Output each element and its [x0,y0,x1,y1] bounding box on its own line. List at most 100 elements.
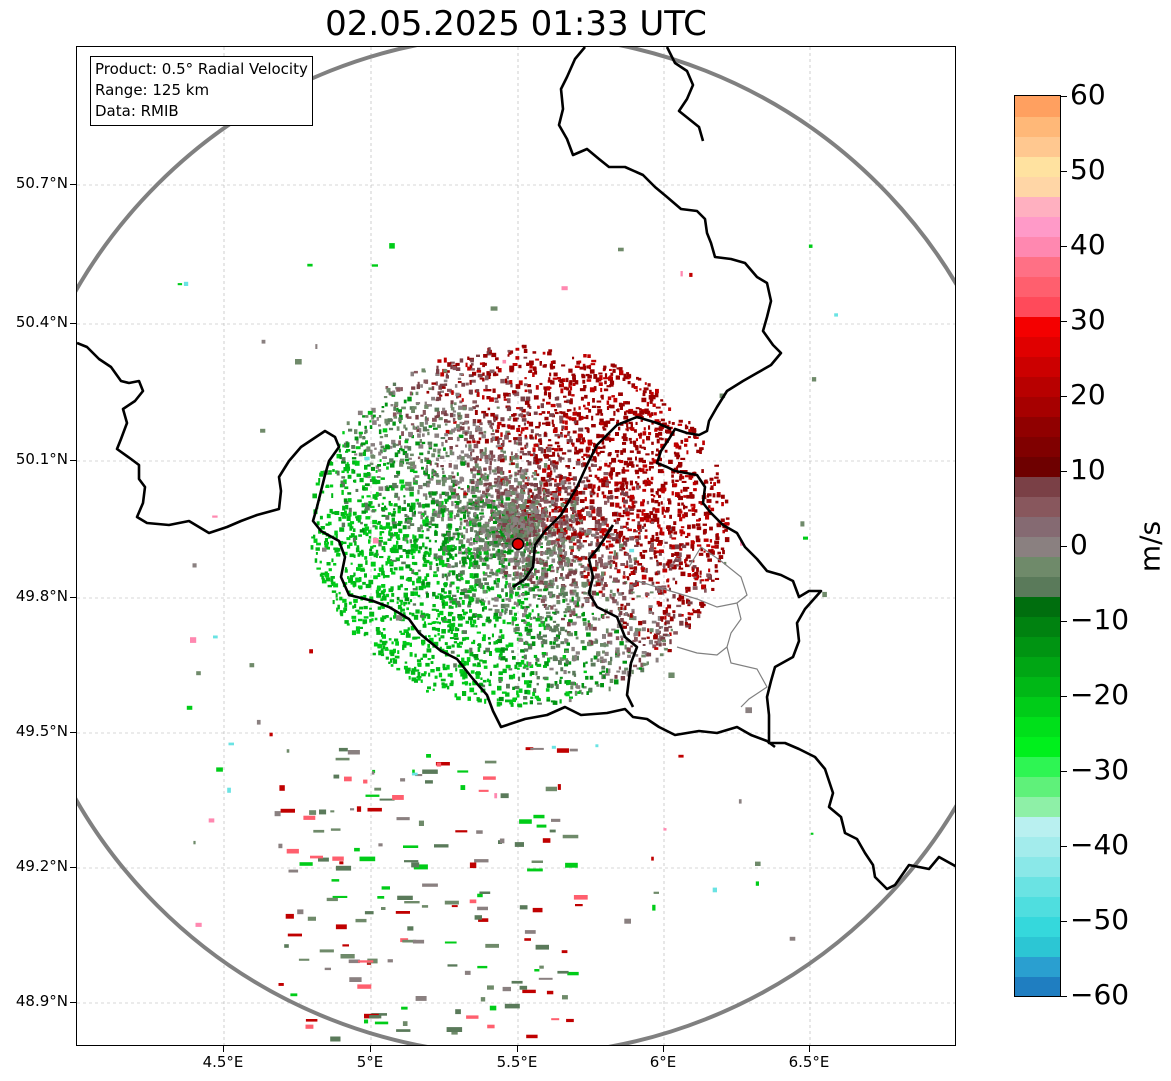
echo-pixel [431,386,435,391]
echo-pixel [632,410,638,416]
echo-pixel [633,566,638,571]
echo-pixel [630,645,633,648]
echo-pixel [479,519,482,522]
radar-map[interactable] [76,46,956,1046]
echo-pixel [549,413,555,417]
echo-pixel [616,472,621,475]
echo-pixel [459,525,462,530]
echo-pixel [519,455,522,460]
echo-pixel [351,457,357,460]
echo-pixel [454,637,459,640]
echo-pixel [325,523,330,526]
echo-pixel [362,530,367,535]
echo-pixel [721,502,724,507]
echo-pixel [557,445,561,448]
echo-pixel [424,420,429,425]
echo-pixel [489,460,492,466]
echo-pixel [460,544,466,548]
echo-pixel [549,641,553,645]
echo-pixel [385,386,389,390]
echo-pixel [583,516,586,521]
echo-pixel [552,700,558,705]
echo-pixel [535,671,538,676]
echo-pixel [575,450,581,454]
echo-pixel [359,477,364,483]
echo-pixel [609,563,613,567]
echo-pixel [608,686,611,692]
echo-pixel [664,449,668,453]
echo-pixel [686,532,691,537]
echo-pixel [400,600,403,606]
echo-pixel [479,499,484,504]
echo-pixel [349,575,355,578]
echo-pixel [360,442,366,446]
echo-pixel [498,648,502,652]
echo-pixel [549,593,552,598]
echo-pixel [505,692,510,697]
echo-pixel [379,449,383,454]
echo-pixel [561,528,566,531]
echo-pixel [523,621,528,624]
echo-pixel [610,437,615,441]
echo-pixel [569,609,573,613]
velocity-echoes [177,243,838,1042]
echo-pixel [510,350,514,354]
echo-pixel [424,503,430,508]
echo-pixel [458,481,462,484]
echo-pixel [405,427,408,431]
echo-pixel [350,582,354,585]
echo-pixel [591,500,594,504]
echo-pixel [339,484,344,488]
echo-pixel [553,655,557,660]
echo-pixel [446,545,452,550]
echo-pixel [354,541,357,546]
echo-pixel [546,536,549,540]
echo-pixel [503,516,509,520]
echo-pixel [327,584,332,588]
echo-pixel [496,490,500,495]
echo-pixel [454,693,458,698]
echo-pixel [601,439,605,445]
echo-pixel [503,476,508,481]
echo-pixel [572,476,577,481]
echo-pixel [443,357,447,363]
echo-pixel [629,498,633,502]
echo-pixel [603,365,606,371]
echo-pixel [661,585,667,588]
echo-pixel [421,512,425,517]
echo-pixel [608,404,611,408]
echo-pixel [571,444,575,447]
echo-pixel [687,616,692,621]
echo-pixel [625,511,630,517]
echo-pixel [683,470,688,474]
echo-pixel [526,541,529,546]
echo-pixel [342,505,346,511]
echo-pixel [385,646,389,650]
echo-pixel [459,477,465,482]
echo-pixel [533,395,539,400]
echo-pixel [528,625,532,628]
echo-pixel [661,639,666,643]
echo-pixel [446,557,450,562]
echo-pixel [444,573,447,577]
echo-pixel [567,485,572,490]
echo-pixel [601,531,605,536]
echo-pixel [623,460,628,466]
echo-pixel [626,560,629,566]
echo-pixel [643,523,646,527]
echo-pixel [439,383,445,388]
echo-pixel [470,537,473,541]
echo-pixel [619,514,625,518]
echo-pixel [599,656,604,660]
echo-pixel [580,555,586,560]
echo-pixel [560,667,564,672]
echo-pixel [601,394,604,400]
echo-pixel [436,621,440,624]
echo-pixel [693,434,697,439]
echo-pixel [613,555,619,560]
echo-pixel [474,506,480,511]
echo-pixel [538,458,543,462]
echo-pixel [699,601,703,606]
echo-pixel [582,686,587,689]
echo-pixel [331,590,337,593]
